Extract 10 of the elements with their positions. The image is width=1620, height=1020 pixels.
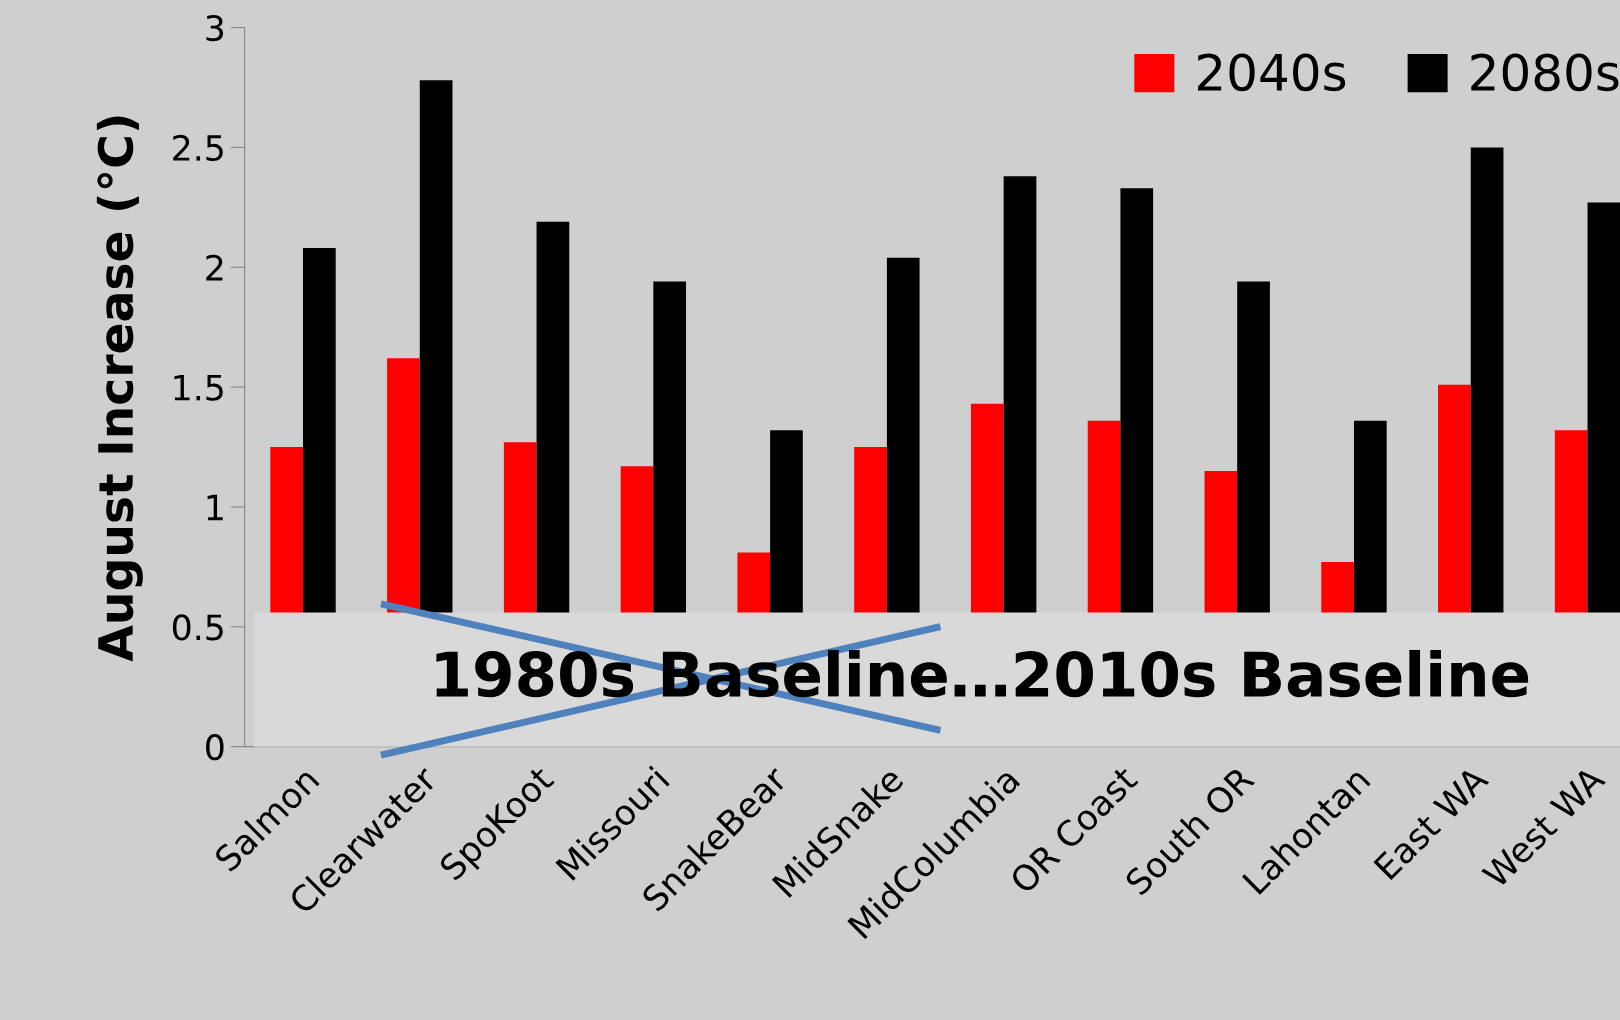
y-tick-label: 3 [206, 14, 224, 42]
y-tick-label: 1.5 [174, 374, 223, 401]
y-tick-label: 0 [206, 734, 224, 761]
y-tick-label: 0.5 [172, 614, 223, 641]
legend-label: 2080s [1471, 53, 1619, 92]
y-tick-label: 1 [207, 494, 223, 521]
y-tick-label: 2 [206, 254, 223, 281]
y-tick-label: 2.5 [173, 134, 223, 162]
legend-label: 2040s [1197, 53, 1346, 92]
y-axis-title: August Increase (°C) [96, 116, 143, 662]
